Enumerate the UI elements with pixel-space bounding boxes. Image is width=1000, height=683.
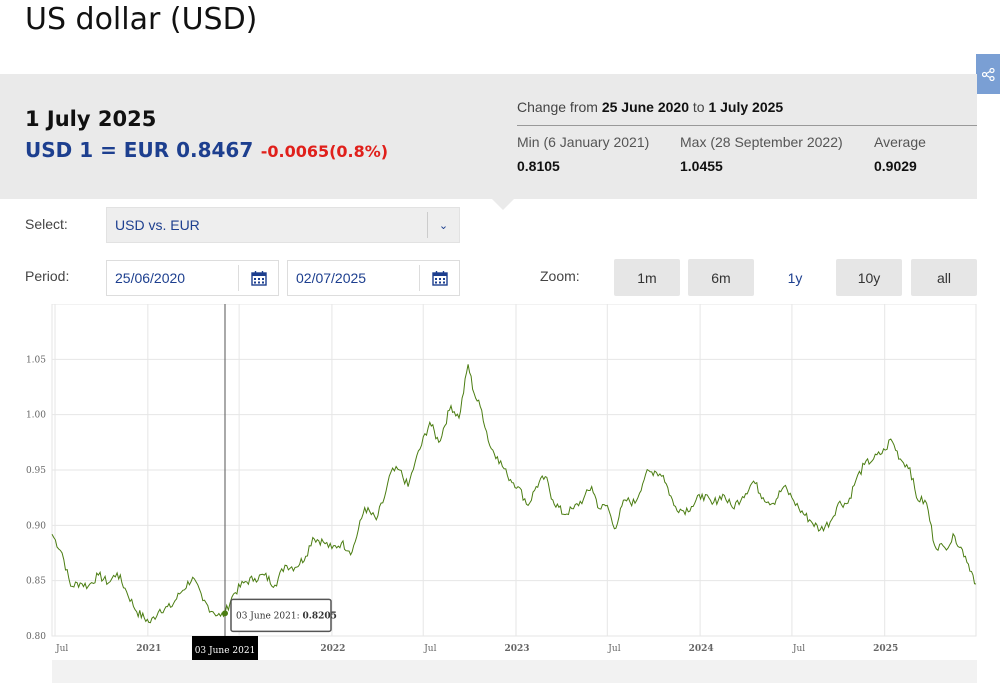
stat-max-value: 1.0455 (680, 158, 723, 174)
x-tick-label: 2022 (320, 644, 345, 654)
y-tick-label: 0.85 (26, 577, 46, 587)
x-tick-label: Jul (55, 644, 68, 654)
x-tick-label: 2021 (136, 644, 161, 654)
end-date-input[interactable]: 02/07/2025 (287, 260, 460, 296)
tooltip-box (230, 598, 332, 633)
currency-pair-value: USD vs. EUR (115, 217, 200, 233)
zoom-1y-button[interactable]: 1y (762, 259, 828, 296)
stat-min-value: 0.8105 (517, 158, 560, 174)
change-to-date: 1 July 2025 (708, 99, 784, 115)
zoom-label: Zoom: (540, 268, 580, 284)
y-tick-label: 0.80 (26, 632, 46, 642)
calendar-icon[interactable] (419, 265, 459, 291)
exchange-rate-chart[interactable]: 0.80 0.85 0.90 0.95 1.00 1.05 Jul 2021 Jul 2022 Ju… (0, 304, 1000, 660)
summary-pointer (492, 199, 514, 210)
rate-date: 1 July 2025 (25, 107, 157, 131)
change-from-date: 25 June 2020 (601, 99, 689, 115)
period-label: Period: (25, 268, 70, 284)
x-tick-label: Jul (423, 644, 436, 654)
zoom-10y-button[interactable]: 10y (836, 259, 902, 296)
hover-point (221, 610, 228, 617)
x-tick-label: 2025 (873, 644, 898, 654)
stat-min-label: Min (6 January 2021) (517, 134, 650, 150)
share-button[interactable] (976, 54, 1000, 94)
x-tick-label: Jul (607, 644, 620, 654)
change-range: Change from 25 June 2020 to 1 July 2025 (517, 99, 783, 115)
rate-change: -0.0065(0.8%) (260, 142, 389, 161)
page-title: US dollar (USD) (25, 2, 258, 37)
stat-max: Max (28 September 2022) 1.0455 (680, 134, 843, 174)
zoom-1m-button[interactable]: 1m (614, 259, 680, 296)
rate-line: USD 1 = EUR 0.8467 -0.0065(0.8%) (25, 138, 388, 162)
rate-value: USD 1 = EUR 0.8467 (25, 138, 254, 162)
chevron-down-icon[interactable]: ⌄ (427, 212, 459, 238)
x-tick-label: 2024 (689, 644, 714, 654)
zoom-6m-button[interactable]: 6m (688, 259, 754, 296)
eur-rate-series-line (51, 364, 977, 624)
currency-pair-select[interactable]: USD vs. EUR ⌄ (106, 207, 460, 243)
start-date-input[interactable]: 25/06/2020 (106, 260, 279, 296)
zoom-all-button[interactable]: all (911, 259, 977, 296)
x-tick-label: 2023 (504, 644, 529, 654)
crosshair-date-box (191, 636, 258, 660)
stat-min: Min (6 January 2021) 0.8105 (517, 134, 649, 174)
calendar-icon[interactable] (238, 265, 278, 291)
stat-average-value: 0.9029 (874, 158, 917, 174)
end-date-value: 02/07/2025 (296, 270, 367, 286)
select-label: Select: (25, 216, 68, 232)
change-prefix: Change from (517, 99, 598, 115)
share-icon (981, 67, 995, 81)
stat-max-label: Max (28 September 2022) (680, 134, 843, 150)
stats-divider (517, 125, 977, 126)
tooltip-value: 0.8205 (302, 611, 336, 621)
y-tick-label: 0.95 (26, 466, 46, 476)
stat-average-label: Average (874, 134, 926, 150)
start-date-value: 25/06/2020 (115, 270, 186, 286)
tooltip-text: 03 June 2021: 0.8205 (236, 611, 337, 621)
x-tick-label: Jul (792, 644, 805, 654)
crosshair-date-label: 03 June 2021 (195, 646, 256, 656)
rate-summary-panel: 1 July 2025 USD 1 = EUR 0.8467 -0.0065(0… (0, 74, 977, 199)
y-tick-label: 0.90 (26, 521, 46, 531)
y-tick-label: 1.05 (26, 355, 46, 365)
y-tick-label: 1.00 (26, 411, 46, 421)
chart-navigator[interactable] (52, 660, 977, 683)
change-to-word: to (692, 99, 705, 115)
stat-average: Average 0.9029 (874, 134, 926, 174)
